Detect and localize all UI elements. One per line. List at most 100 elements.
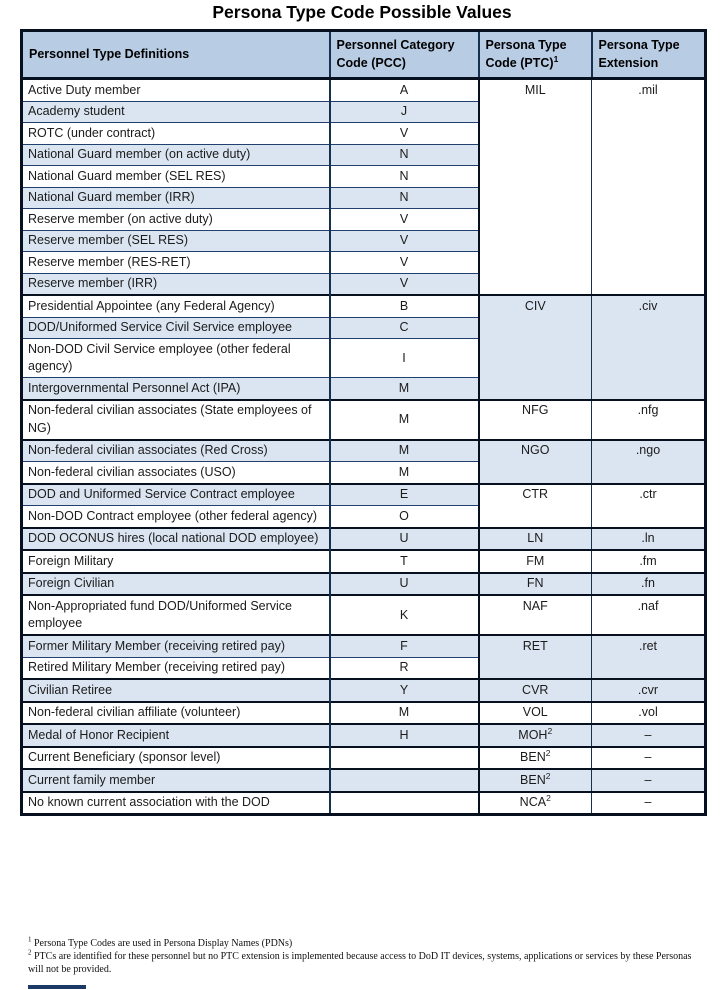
table-row: Non-federal civilian affiliate (voluntee… [21, 700, 706, 725]
persona-type-code-value: BEN [520, 772, 546, 787]
table-row: Non-federal civilian associates (State e… [21, 398, 706, 440]
cell-persona-type-extension: .nfg [591, 398, 706, 440]
cell-personnel-category-code: U [328, 571, 479, 596]
cell-personnel-category-code: V [328, 229, 479, 252]
cell-persona-type-code: CVR [477, 678, 592, 702]
cell-persona-type-extension: – [591, 745, 706, 770]
cell-persona-type-code: MOH2 [477, 723, 592, 747]
header-persona-type-code: Persona Type Code (PTC)1 [477, 30, 592, 81]
cell-personnel-type-definition: ROTC (under contract) [21, 122, 330, 145]
page-bottom-artifact [28, 985, 86, 989]
cell-personnel-type-definition: National Guard member (SEL RES) [21, 165, 330, 188]
cell-personnel-type-definition: Foreign Civilian [21, 571, 330, 596]
cell-persona-type-extension: .ln [591, 526, 706, 551]
persona-type-code-value: MOH [518, 727, 548, 742]
footnote-marker: 2 [546, 793, 551, 804]
cell-personnel-type-definition: Non-federal civilian affiliate (voluntee… [21, 700, 330, 725]
table-row: Presidential Appointee (any Federal Agen… [21, 294, 706, 400]
header-personnel-type-definitions: Personnel Type Definitions [21, 30, 330, 81]
cell-personnel-type-definition: Reserve member (SEL RES) [21, 229, 330, 252]
header-line: Personnel Type Definitions [29, 47, 190, 62]
cell-persona-type-code: NCA2 [477, 790, 592, 815]
cell-persona-type-extension: .ret [591, 634, 706, 680]
cell-persona-type-extension: .ctr [591, 482, 706, 528]
cell-personnel-type-definition: Current family member [21, 768, 330, 792]
table-row: Reserve member (SEL RES) V [21, 229, 706, 252]
table-row: Reserve member (IRR) V [21, 272, 706, 296]
cell-personnel-type-definition: Foreign Military [21, 549, 330, 573]
cell-persona-type-extension: .fm [591, 549, 706, 573]
cell-persona-type-code: FN [477, 571, 592, 596]
cell-persona-type-code: BEN2 [477, 768, 592, 792]
cell-personnel-category-code: C [328, 316, 479, 339]
persona-type-code-value: CIV [524, 298, 546, 313]
cell-personnel-type-definition: Reserve member (RES-RET) [21, 251, 330, 274]
persona-type-code-value: MIL [524, 82, 546, 97]
cell-personnel-type-definition: Reserve member (IRR) [21, 272, 330, 296]
header-line: Code (PCC) [336, 56, 406, 71]
cell-personnel-category-code: V [328, 122, 479, 145]
cell-personnel-category-code: M [328, 398, 479, 440]
header-persona-type-extension: Persona Type Extension [590, 30, 706, 81]
table-row: Non-federal civilian associates (Red Cro… [21, 438, 706, 484]
cell-personnel-type-definition: National Guard member (IRR) [21, 186, 330, 209]
cell-personnel-category-code: M [328, 461, 479, 484]
cell-persona-type-extension: – [591, 790, 706, 815]
table-row: DOD/Uniformed Service Civil Service empl… [21, 316, 706, 339]
table-row: Current family member BEN2– [21, 768, 706, 792]
cell-personnel-category-code: K [328, 594, 479, 636]
cell-personnel-type-definition: DOD OCONUS hires (local national DOD emp… [21, 526, 330, 551]
table-row: Foreign Military T FM .fm [21, 549, 706, 573]
cell-persona-type-extension: .mil [591, 77, 706, 296]
cell-personnel-category-code: V [328, 208, 479, 231]
table-row: Non-federal civilian associates (USO) M [21, 461, 706, 484]
cell-personnel-category-code: V [328, 251, 479, 274]
cell-personnel-category-code: T [328, 549, 479, 573]
cell-persona-type-code: BEN2 [477, 745, 592, 770]
header-line: Code (PTC)1 [485, 53, 559, 71]
persona-type-code-value: NCA [519, 795, 547, 810]
footnote-marker: 2 [545, 748, 551, 759]
table-row: Medal of Honor Recipient H MOH2– [21, 723, 706, 747]
cell-persona-type-extension: .ngo [591, 438, 706, 484]
cell-persona-type-extension: .naf [591, 594, 706, 636]
cell-personnel-type-definition: Presidential Appointee (any Federal Agen… [21, 294, 330, 318]
persona-type-code-value: LN [527, 531, 544, 546]
table-row: Reserve member (RES-RET) V [21, 251, 706, 274]
table-row: Foreign Civilian U FN .fn [21, 571, 706, 596]
header-personnel-category-code: Personnel Category Code (PCC) [328, 30, 479, 81]
cell-persona-type-code: MIL [477, 77, 592, 296]
table-row: DOD and Uniformed Service Contract emplo… [21, 482, 706, 528]
cell-personnel-category-code: Y [328, 678, 479, 702]
footnote-2-marker: 2 [28, 948, 32, 957]
page-title: Persona Type Code Possible Values [212, 2, 512, 22]
table-row: National Guard member (SEL RES) N [21, 165, 706, 188]
cell-personnel-category-code: U [328, 526, 479, 551]
footnote-1-text: Persona Type Codes are used in Persona D… [34, 938, 293, 949]
footnote-marker: 1 [553, 53, 559, 64]
table-row: Current Beneficiary (sponsor level) BEN2– [21, 745, 706, 770]
cell-personnel-category-code: N [328, 165, 479, 188]
cell-personnel-category-code: F [328, 634, 479, 658]
cell-persona-type-extension: .civ [591, 294, 706, 400]
cell-personnel-type-definition: Non-federal civilian associates (Red Cro… [21, 438, 330, 462]
persona-type-code-value: FM [526, 553, 545, 568]
table-row: National Guard member (IRR) N [21, 186, 706, 209]
cell-personnel-category-code: I [328, 338, 479, 378]
table-row: Reserve member (on active duty) V [21, 208, 706, 231]
cell-personnel-type-definition: Non-Appropriated fund DOD/Uniformed Serv… [21, 594, 330, 636]
cell-personnel-category-code: M [328, 377, 479, 400]
table-row: No known current association with the DO… [21, 790, 706, 815]
cell-persona-type-code: NAF [477, 594, 592, 636]
cell-personnel-category-code [328, 790, 479, 815]
persona-type-code-value: CTR [522, 487, 549, 502]
table-row: Retired Military Member (receiving retir… [21, 656, 706, 680]
cell-personnel-category-code: N [328, 143, 479, 166]
cell-persona-type-extension: .cvr [591, 678, 706, 702]
persona-type-code-value: NFG [522, 403, 549, 418]
cell-persona-type-code: NFG [477, 398, 592, 440]
table-header-row: Personnel Type Definitions Personnel Cat… [21, 30, 706, 81]
persona-type-code-value: NGO [521, 443, 550, 458]
cell-personnel-type-definition: Non-DOD Contract employee (other federal… [21, 505, 330, 528]
